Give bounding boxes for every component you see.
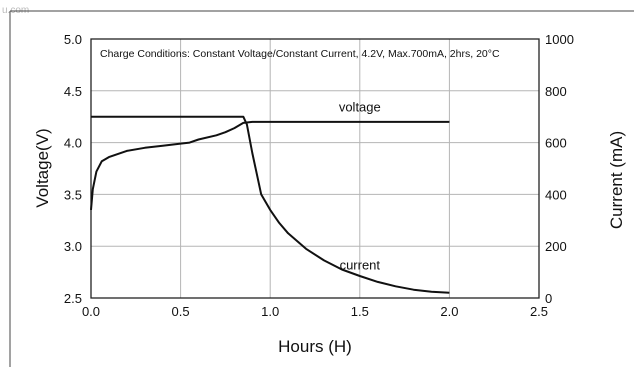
current-annotation: current xyxy=(340,258,381,273)
y-left-tick-label: 4.5 xyxy=(64,84,82,99)
y-left-tick-label: 5.0 xyxy=(64,32,82,47)
y-right-tick-label: 200 xyxy=(545,239,567,254)
series-line-current xyxy=(91,115,450,294)
series-lines xyxy=(90,115,450,294)
y-right-tick-labels: 0 200 400 600 800 1000 xyxy=(545,32,574,306)
x-tick-label: 2.5 xyxy=(530,304,548,319)
x-tick-label: 0.5 xyxy=(172,304,190,319)
y-right-tick-label: 800 xyxy=(545,84,567,99)
plot-border xyxy=(90,38,540,299)
series-line-voltage xyxy=(90,120,450,210)
y-left-tick-label: 2.5 xyxy=(64,291,82,306)
y-right-axis-title: Current (mA) xyxy=(607,131,626,229)
y-right-tick-label: 0 xyxy=(545,291,552,306)
y-left-tick-labels: 2.5 3.0 3.5 4.0 4.5 5.0 xyxy=(64,32,82,306)
y-right-tick-label: 400 xyxy=(545,187,567,202)
x-axis-title: Hours (H) xyxy=(278,337,352,356)
x-tick-label: 1.0 xyxy=(261,304,279,319)
x-tick-label: 0.0 xyxy=(82,304,100,319)
y-left-axis-title: Voltage(V) xyxy=(33,128,52,207)
charge-conditions-note: Charge Conditions: Constant Voltage/Cons… xyxy=(100,48,500,60)
y-left-tick-label: 3.5 xyxy=(64,187,82,202)
y-right-tick-label: 600 xyxy=(545,136,567,151)
x-tick-label: 1.5 xyxy=(351,304,369,319)
voltage-annotation: voltage xyxy=(339,100,381,115)
y-left-tick-label: 3.0 xyxy=(64,239,82,254)
grid xyxy=(91,39,539,298)
x-tick-label: 2.0 xyxy=(440,304,458,319)
y-right-tick-label: 1000 xyxy=(545,32,574,47)
y-left-tick-label: 4.0 xyxy=(64,136,82,151)
x-tick-labels: 0.0 0.5 1.0 1.5 2.0 2.5 xyxy=(82,304,548,319)
